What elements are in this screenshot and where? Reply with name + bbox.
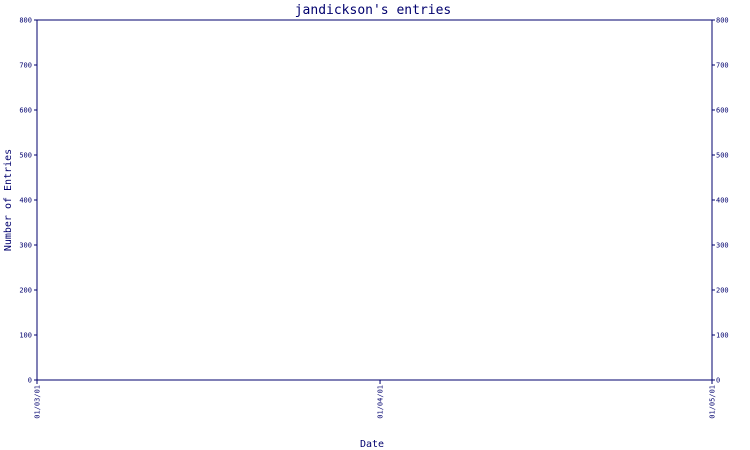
plot-area	[36, 19, 713, 381]
x-axis-label: Date	[360, 439, 384, 450]
y-tick-label-left: 600	[19, 107, 32, 115]
y-tick-label-left: 500	[19, 152, 32, 160]
x-tick-label: 01/05/01	[709, 385, 717, 419]
x-axis: 01/03/01 01/04/01 01/05/01	[34, 380, 717, 419]
y-tick-label-right: 500	[716, 152, 729, 160]
chart-title: jandickson's entries	[295, 3, 452, 18]
y-tick-label-left: 300	[19, 242, 32, 250]
y-tick-label-right: 400	[716, 197, 729, 205]
y-tick-label-right: 800	[716, 17, 729, 25]
y-tick-label-left: 200	[19, 287, 32, 295]
x-tick-label: 01/04/01	[377, 385, 385, 419]
y-axis-right: 0 100 200 300 400 500 600 700 800	[712, 17, 729, 385]
y-tick-label-right: 700	[716, 62, 729, 70]
y-axis-label: Number of Entries	[3, 149, 14, 251]
y-tick-label-right: 300	[716, 242, 729, 250]
y-tick-label-left: 700	[19, 62, 32, 70]
y-tick-label-right: 0	[716, 377, 720, 385]
y-tick-label-left: 0	[28, 377, 32, 385]
y-tick-label-right: 600	[716, 107, 729, 115]
y-tick-label-left: 400	[19, 197, 32, 205]
x-tick-label: 01/03/01	[34, 385, 42, 419]
y-tick-label-left: 800	[19, 17, 32, 25]
y-axis-left: 0 100 200 300 400 500 600 700 800	[19, 17, 37, 385]
y-tick-label-right: 100	[716, 332, 729, 340]
y-tick-label-right: 200	[716, 287, 729, 295]
y-tick-label-left: 100	[19, 332, 32, 340]
